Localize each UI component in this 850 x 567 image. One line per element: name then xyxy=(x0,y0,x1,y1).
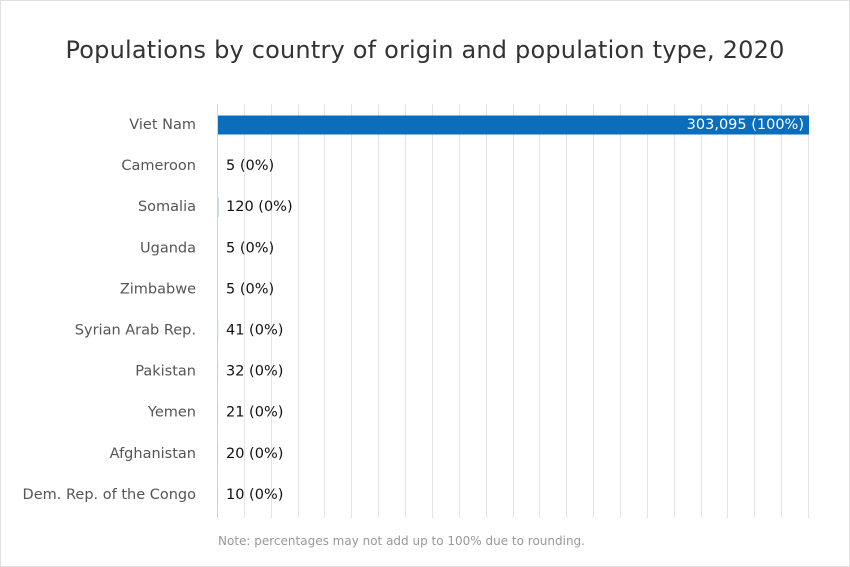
category-label: Uganda xyxy=(140,240,196,256)
data-label: 303,095 (100%) xyxy=(687,117,804,133)
category-label: Pakistan xyxy=(135,364,196,380)
category-label: Afghanistan xyxy=(110,446,196,462)
bar[interactable] xyxy=(218,115,809,135)
data-label: 21 (0%) xyxy=(226,405,283,421)
category-label: Somalia xyxy=(138,199,196,215)
data-label: 5 (0%) xyxy=(226,158,274,174)
data-label: 10 (0%) xyxy=(226,487,283,503)
data-label: 32 (0%) xyxy=(226,364,283,380)
category-label: Cameroon xyxy=(121,158,196,174)
category-label: Zimbabwe xyxy=(120,281,196,297)
data-label: 5 (0%) xyxy=(226,240,274,256)
chart-title: Populations by country of origin and pop… xyxy=(65,36,785,64)
category-label: Viet Nam xyxy=(129,117,196,133)
chart-note: Note: percentages may not add up to 100%… xyxy=(218,534,585,548)
data-label: 5 (0%) xyxy=(226,281,274,297)
category-label: Dem. Rep. of the Congo xyxy=(23,487,197,503)
category-label: Syrian Arab Rep. xyxy=(75,323,196,339)
data-label: 20 (0%) xyxy=(226,446,283,462)
category-label: Yemen xyxy=(147,405,196,421)
data-label: 41 (0%) xyxy=(226,323,283,339)
data-label: 120 (0%) xyxy=(226,199,293,215)
